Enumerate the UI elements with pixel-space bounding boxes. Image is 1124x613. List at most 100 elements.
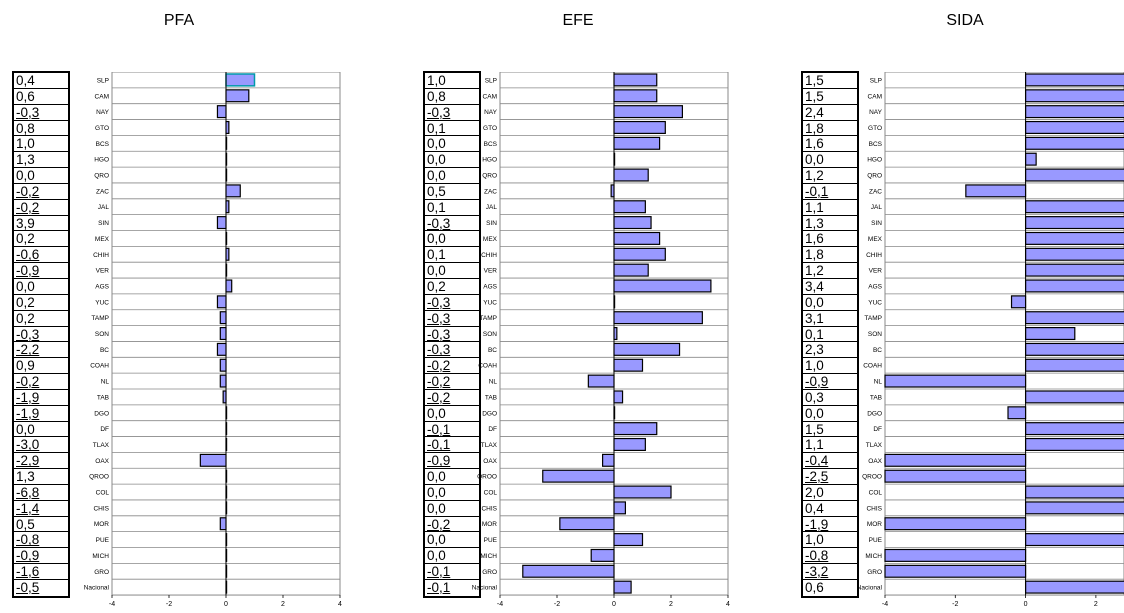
value-column-efe: 1,0 0,8 -0,3 0,1 0,0 0,0 0,0 0,5 0,1 -0,3 0,0 0,1 0,… (423, 71, 481, 598)
bar-yuc (1010, 295, 1027, 309)
bar-cam (613, 89, 658, 103)
category-label: Nacional (84, 585, 110, 592)
category-label: VER (484, 268, 498, 275)
bar-nacional (613, 580, 632, 594)
value-cell: -0,5 (16, 580, 40, 595)
value-cell: -0,3 (425, 311, 479, 327)
value-cell: 2,3 (803, 342, 857, 359)
category-label: NAY (484, 109, 498, 116)
value-cell: 0,0 (425, 231, 479, 248)
category-label: MICH (865, 553, 882, 560)
value-cell: -0,9 (803, 374, 857, 390)
value-cell: 0,9 (14, 358, 68, 375)
value-cell: -0,9 (425, 453, 479, 470)
category-label: GRO (482, 569, 497, 576)
category-label: BCS (869, 141, 883, 148)
value-cell: 0,1 (803, 327, 857, 343)
category-label: HGO (867, 157, 882, 164)
bar-df (613, 422, 658, 436)
value-cell: -0,1 (425, 422, 479, 438)
bar-sin (613, 216, 652, 230)
value-cell: 0,1 (425, 200, 479, 216)
category-label: GRO (94, 569, 109, 576)
value-cell: 0,0 (425, 406, 479, 422)
category-label: DGO (482, 410, 497, 417)
category-label: COAH (863, 363, 882, 370)
bar-df (1024, 422, 1124, 436)
value-cell: -0,2 (425, 517, 479, 533)
value-cell: 0,2 (425, 279, 479, 295)
value-cell: 0,0 (425, 532, 479, 549)
bar-dgo (1007, 406, 1027, 420)
value-cell: -3,0 (14, 437, 68, 454)
value-cell: 1,2 (803, 168, 857, 184)
category-label: MOR (94, 521, 109, 528)
category-label: TAMP (479, 315, 497, 322)
value-cell: -0,8 (14, 532, 68, 549)
value-cell: 0,2 (14, 231, 68, 248)
value-cell: -0,3 (425, 342, 479, 359)
bar-oax (884, 453, 1027, 467)
value-cell: 0,8 (14, 121, 68, 137)
value-cell: -0,3 (14, 327, 68, 343)
value-cell: 3,9 (14, 216, 68, 232)
value-cell: 1,1 (803, 200, 857, 216)
category-label: JAL (98, 204, 110, 211)
category-label: QROO (89, 474, 109, 481)
category-label: AGS (483, 283, 497, 290)
value-cell: 1,1 (803, 437, 857, 454)
value-cell: -0,4 (803, 453, 857, 470)
bar-mor (559, 517, 615, 531)
value-cell: 0,6 (14, 89, 68, 105)
value-cell: -0,3 (14, 105, 68, 121)
bar-coah (613, 358, 644, 372)
category-label: TLAX (93, 442, 110, 449)
value-cell: 0,2 (14, 295, 68, 311)
bar-tlax (1024, 437, 1124, 451)
category-label: GTO (868, 125, 882, 132)
value-cell: 1,5 (803, 422, 857, 438)
category-label: CAM (483, 93, 497, 100)
value-cell: 0,1 (425, 247, 479, 264)
x-tick-label: 2 (281, 601, 285, 608)
x-tick-label: -4 (882, 601, 888, 608)
category-label: TLAX (481, 442, 498, 449)
category-label: HGO (94, 157, 109, 164)
bar-qroo (542, 469, 615, 483)
bar-nl (884, 374, 1027, 388)
bar-slp (613, 73, 658, 87)
category-label: CHIH (481, 252, 497, 259)
bar-chih (613, 247, 666, 261)
value-cell: -0,2 (14, 184, 68, 200)
bar-ags (225, 279, 233, 293)
bar-ags (613, 279, 712, 293)
category-label: AGS (95, 283, 109, 290)
bar-gro (522, 564, 615, 578)
value-cell: 1,0 (14, 136, 68, 153)
category-label: OAX (483, 458, 497, 465)
bar-qro (613, 168, 649, 182)
bar-bc (216, 342, 227, 356)
x-tick-label: -2 (952, 601, 958, 608)
value-cell: 0,0 (425, 548, 479, 565)
value-cell: 0,6 (805, 580, 824, 595)
bar-tlax (613, 437, 646, 451)
bar-yuc (216, 295, 227, 309)
category-label: YUC (95, 299, 109, 306)
bar-tamp (219, 311, 227, 325)
value-cell: -0,1 (425, 437, 479, 454)
x-tick-label: 4 (726, 601, 730, 608)
x-tick-label: -4 (497, 601, 503, 608)
value-cell: 0,0 (803, 406, 857, 422)
x-tick-label: 0 (1024, 601, 1028, 608)
bar-mich (590, 548, 615, 562)
category-label: BCS (96, 141, 110, 148)
category-label: SLP (485, 77, 497, 84)
value-cell: -0,9 (14, 263, 68, 279)
category-label: BC (488, 347, 497, 354)
category-label: CHIS (93, 505, 109, 512)
category-label: JAL (486, 204, 498, 211)
category-label: TAB (485, 394, 497, 401)
value-cell: -1,4 (14, 501, 68, 517)
value-cell: -0,9 (14, 548, 68, 565)
